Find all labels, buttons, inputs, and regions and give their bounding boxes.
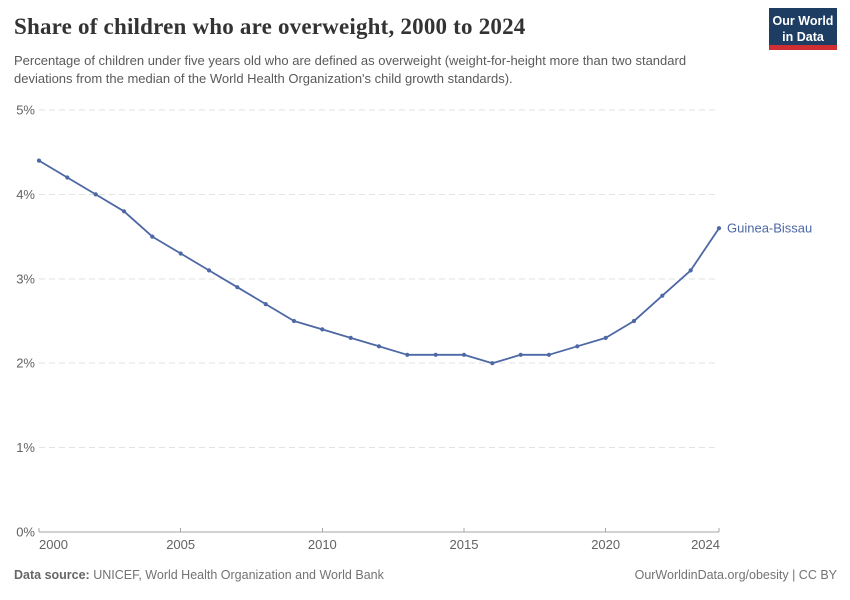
- data-point[interactable]: [263, 302, 268, 307]
- data-source-label: Data source:: [14, 568, 90, 582]
- data-point[interactable]: [320, 327, 325, 332]
- data-point[interactable]: [660, 293, 665, 298]
- data-point[interactable]: [575, 344, 580, 349]
- y-axis-label: 2%: [16, 356, 35, 371]
- data-point[interactable]: [716, 226, 722, 231]
- data-point[interactable]: [150, 234, 155, 239]
- attribution-link[interactable]: OurWorldinData.org/obesity | CC BY: [634, 568, 837, 582]
- data-point[interactable]: [405, 352, 410, 357]
- series-line[interactable]: [38, 159, 720, 365]
- data-point[interactable]: [376, 344, 382, 349]
- x-axis-label: 2020: [591, 537, 620, 552]
- y-axis-label: 0%: [16, 525, 35, 540]
- x-axis-label: 2010: [308, 537, 337, 552]
- x-axis-label: 2015: [450, 537, 479, 552]
- owid-logo-line1: Our World: [772, 14, 834, 28]
- data-point[interactable]: [36, 158, 42, 163]
- x-axis-label: 2000: [39, 537, 68, 552]
- data-point[interactable]: [518, 352, 523, 357]
- y-axis-label: 5%: [16, 103, 35, 118]
- y-axis-label: 1%: [16, 440, 35, 455]
- y-axis-label: 3%: [16, 271, 35, 286]
- data-point[interactable]: [235, 285, 240, 290]
- data-point[interactable]: [490, 361, 495, 366]
- data-point[interactable]: [348, 335, 353, 340]
- data-point[interactable]: [461, 352, 467, 357]
- data-point[interactable]: [93, 192, 98, 197]
- owid-logo-line2: in Data: [782, 30, 824, 44]
- x-axis-label: 2005: [166, 537, 195, 552]
- series-label[interactable]: Guinea-Bissau: [727, 221, 812, 236]
- data-point[interactable]: [688, 268, 693, 273]
- data-point[interactable]: [121, 209, 127, 214]
- data-point[interactable]: [178, 251, 183, 256]
- data-point[interactable]: [546, 352, 552, 357]
- data-source-text: UNICEF, World Health Organization and Wo…: [89, 568, 384, 582]
- data-source-note: Data source: UNICEF, World Health Organi…: [14, 568, 384, 582]
- data-point[interactable]: [631, 318, 637, 324]
- x-axis-label: 2024: [691, 537, 720, 552]
- data-point[interactable]: [291, 318, 297, 324]
- data-point[interactable]: [65, 175, 70, 180]
- data-point[interactable]: [206, 268, 212, 273]
- data-point[interactable]: [603, 335, 608, 340]
- data-point[interactable]: [433, 352, 438, 357]
- page-title: Share of children who are overweight, 20…: [14, 14, 526, 39]
- owid-logo: Our World in Data: [769, 8, 837, 50]
- y-axis-label: 4%: [16, 187, 35, 202]
- chart-subtitle: Percentage of children under five years …: [14, 53, 687, 87]
